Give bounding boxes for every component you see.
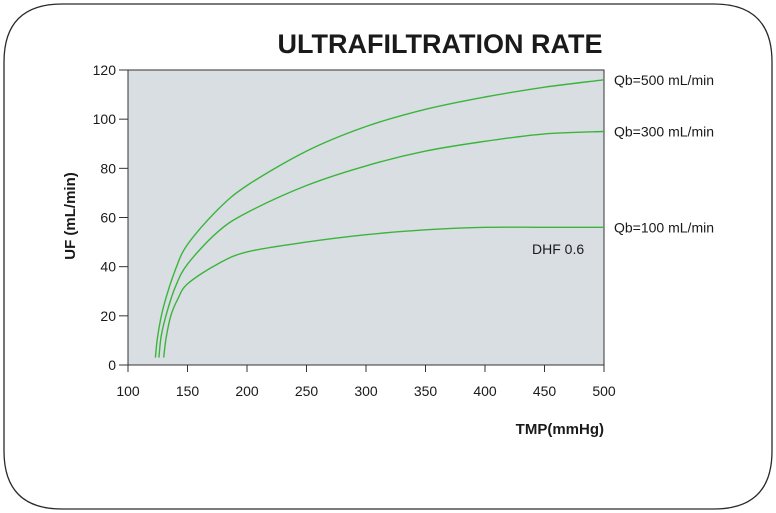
x-axis-title: TMP(mmHg) <box>516 421 604 438</box>
x-tick-label: 450 <box>533 383 557 399</box>
y-tick-label: 120 <box>93 62 117 78</box>
series-line-2 <box>163 226 604 358</box>
x-tick-label: 500 <box>592 383 616 399</box>
x-tick-label: 400 <box>473 383 497 399</box>
y-tick-label: 60 <box>100 210 116 226</box>
x-tick-label: 200 <box>235 383 259 399</box>
series-label-2: Qb=100 mL/min <box>614 219 714 235</box>
x-tick-label: 300 <box>354 383 378 399</box>
series-label-1: Qb=300 mL/min <box>614 123 714 139</box>
chart-title: ULTRAFILTRATION RATE <box>278 29 603 59</box>
y-tick-label: 0 <box>108 357 116 373</box>
series-labels: Qb=500 mL/min Qb=300 mL/min Qb=100 mL/min <box>614 72 714 235</box>
dhf-annotation: DHF 0.6 <box>532 241 584 257</box>
y-axis: 0 20 40 60 80 100 120 <box>93 62 128 373</box>
x-tick-label: 100 <box>116 383 140 399</box>
x-tick-label: 250 <box>295 383 319 399</box>
series-label-0: Qb=500 mL/min <box>614 72 714 88</box>
y-tick-label: 20 <box>100 308 116 324</box>
series-lines <box>154 79 605 358</box>
y-axis-title: UF (mL/min) <box>62 172 79 260</box>
x-axis: 100 150 200 250 300 350 400 450 500 <box>116 365 616 399</box>
x-tick-label: 350 <box>414 383 438 399</box>
y-tick-label: 40 <box>100 259 116 275</box>
plot-area <box>127 69 605 366</box>
series-line-0 <box>154 79 605 358</box>
series-line-1 <box>158 130 605 358</box>
y-tick-label: 100 <box>93 111 117 127</box>
x-tick-label: 150 <box>176 383 200 399</box>
y-tick-label: 80 <box>100 160 116 176</box>
